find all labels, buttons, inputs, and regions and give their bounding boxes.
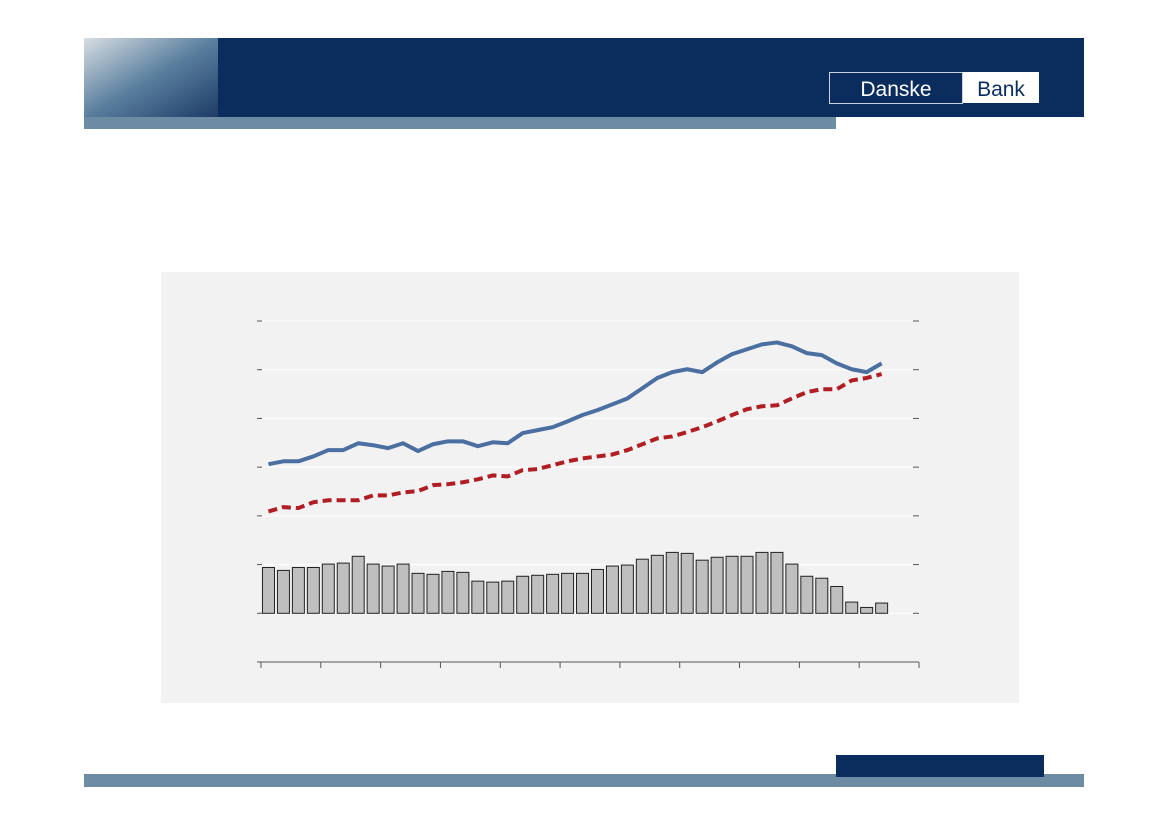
logo-frame <box>829 72 963 104</box>
bar <box>381 565 395 614</box>
header-stripe <box>84 117 836 129</box>
bar <box>516 575 530 614</box>
bar <box>306 566 320 614</box>
bar <box>635 558 649 614</box>
bar <box>665 551 679 614</box>
bar <box>471 580 485 614</box>
bar <box>695 559 709 614</box>
bar <box>845 601 859 614</box>
header-photo <box>84 38 218 117</box>
bar <box>830 585 844 614</box>
bar <box>261 566 275 614</box>
bar <box>605 565 619 614</box>
bar <box>501 580 515 614</box>
bar <box>590 568 604 614</box>
bar <box>710 556 724 614</box>
footer-box <box>836 755 1044 777</box>
line <box>268 340 883 467</box>
bar <box>725 555 739 614</box>
bar <box>291 566 305 614</box>
bar <box>740 555 754 614</box>
bar <box>785 563 799 614</box>
bar <box>441 570 455 614</box>
bar <box>426 573 440 614</box>
bar <box>321 563 335 614</box>
bar <box>486 581 500 614</box>
bar <box>800 575 814 614</box>
bar <box>875 602 889 614</box>
bar <box>576 572 590 614</box>
chart-background <box>161 272 1019 703</box>
bar <box>620 564 634 614</box>
bar <box>755 551 769 614</box>
logo-left: Danske <box>860 78 931 101</box>
bar <box>680 552 694 614</box>
bar <box>770 551 784 614</box>
bar <box>860 606 874 614</box>
logo-right: Bank <box>977 78 1025 101</box>
bar <box>396 563 410 614</box>
bar <box>815 577 829 614</box>
chart <box>257 320 920 668</box>
bar <box>411 572 425 614</box>
bar <box>561 572 575 614</box>
footer-stripe <box>84 774 1084 787</box>
logo-box <box>963 72 1039 103</box>
bar <box>276 569 290 614</box>
bar <box>351 555 365 614</box>
bar <box>456 571 470 614</box>
bar <box>546 573 560 614</box>
bar <box>531 574 545 614</box>
bar <box>366 563 380 614</box>
header-band <box>84 38 1084 117</box>
bar <box>336 562 350 614</box>
line <box>267 372 883 514</box>
bar <box>650 554 664 614</box>
